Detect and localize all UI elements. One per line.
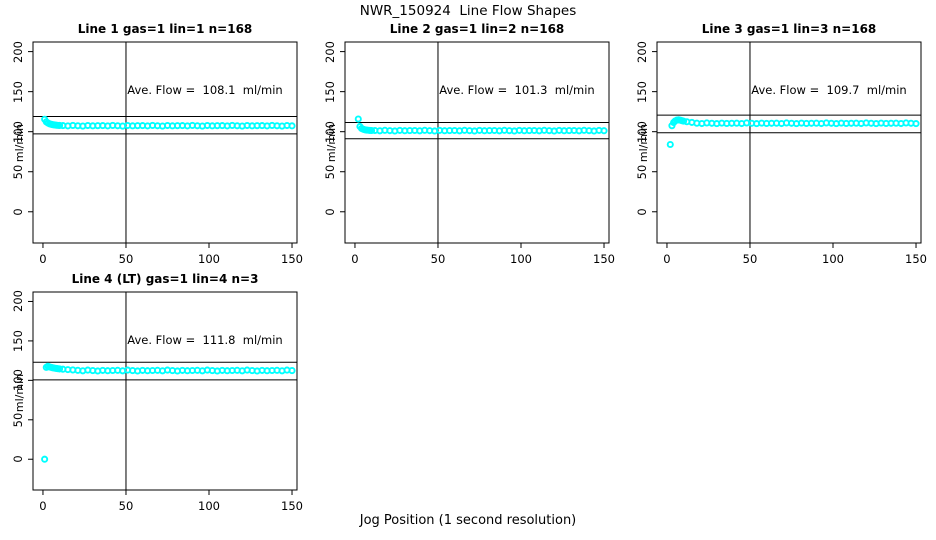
ave-flow-annotation: Ave. Flow = 101.3 ml/min	[439, 83, 595, 97]
x-tick-label: 0	[663, 252, 671, 266]
y-tick-label: 50	[11, 164, 25, 180]
y-tick-label: 150	[11, 329, 25, 352]
x-tick-label: 50	[118, 499, 134, 513]
x-tick-label: 150	[593, 252, 615, 266]
ave-flow-annotation: Ave. Flow = 111.8 ml/min	[127, 333, 283, 347]
figure-title: NWR_150924 Line Flow Shapes	[359, 3, 577, 19]
data-point	[56, 121, 64, 129]
panel-title: Line 3 gas=1 lin=3 n=168	[701, 22, 877, 36]
data-point	[368, 126, 376, 135]
data-point	[288, 367, 296, 375]
y-tick-label: 150	[11, 80, 25, 103]
y-tick-label: 0	[11, 208, 25, 216]
x-tick-label: 50	[118, 252, 134, 266]
y-tick-label: 100	[11, 369, 25, 392]
y-tick-label: 0	[323, 208, 337, 216]
x-tick-label: 150	[281, 252, 303, 266]
data-point	[56, 365, 64, 373]
data-point	[666, 140, 674, 149]
panel-title: Line 2 gas=1 lin=2 n=168	[389, 22, 565, 36]
x-tick-label: 100	[822, 252, 844, 266]
data-point	[354, 115, 362, 123]
y-tick-label: 0	[635, 208, 649, 216]
ave-flow-annotation: Ave. Flow = 108.1 ml/min	[127, 83, 283, 97]
x-tick-label: 50	[430, 252, 446, 266]
y-tick-label: 200	[323, 40, 337, 63]
data-point	[41, 455, 49, 463]
y-tick-label: 200	[11, 40, 25, 63]
x-tick-label: 0	[351, 252, 359, 266]
panel-line-2: Line 2 gas=1 lin=2 n=168 Ave. Flow = 101…	[312, 20, 624, 270]
panel-line-3: Line 3 gas=1 lin=3 n=168 Ave. Flow = 109…	[624, 20, 936, 270]
y-tick-label: 200	[11, 290, 25, 313]
y-tick-label: 50	[323, 164, 337, 180]
y-tick-label: 0	[11, 455, 25, 463]
panel-title: Line 4 (LT) gas=1 lin=4 n=3	[71, 272, 259, 286]
y-tick-label: 150	[635, 80, 649, 103]
panel-title: Line 1 gas=1 lin=1 n=168	[77, 22, 253, 36]
panel-line-1: Line 1 gas=1 lin=1 n=168 Ave. Flow = 108…	[0, 20, 312, 270]
x-tick-label: 0	[39, 252, 47, 266]
x-tick-label: 100	[510, 252, 532, 266]
y-tick-label: 50	[635, 164, 649, 180]
x-tick-label: 100	[198, 499, 220, 513]
x-tick-label: 0	[39, 499, 47, 513]
y-tick-label: 100	[323, 120, 337, 143]
x-tick-label: 50	[742, 252, 758, 266]
y-tick-label: 100	[635, 120, 649, 143]
x-tick-label: 150	[905, 252, 927, 266]
panel-line-4: Line 4 (LT) gas=1 lin=4 n=3 Ave. Flow = …	[0, 270, 312, 520]
data-point	[288, 122, 296, 130]
x-axis-label: Jog Position (1 second resolution)	[359, 513, 577, 528]
data-point	[600, 127, 608, 135]
y-tick-label: 50	[11, 412, 25, 428]
y-tick-label: 100	[11, 120, 25, 143]
data-point	[680, 117, 688, 125]
data-point	[912, 120, 920, 128]
y-tick-label: 200	[635, 40, 649, 63]
x-tick-label: 150	[281, 499, 303, 513]
x-tick-label: 100	[198, 252, 220, 266]
y-tick-label: 150	[323, 80, 337, 103]
ave-flow-annotation: Ave. Flow = 109.7 ml/min	[751, 83, 907, 97]
